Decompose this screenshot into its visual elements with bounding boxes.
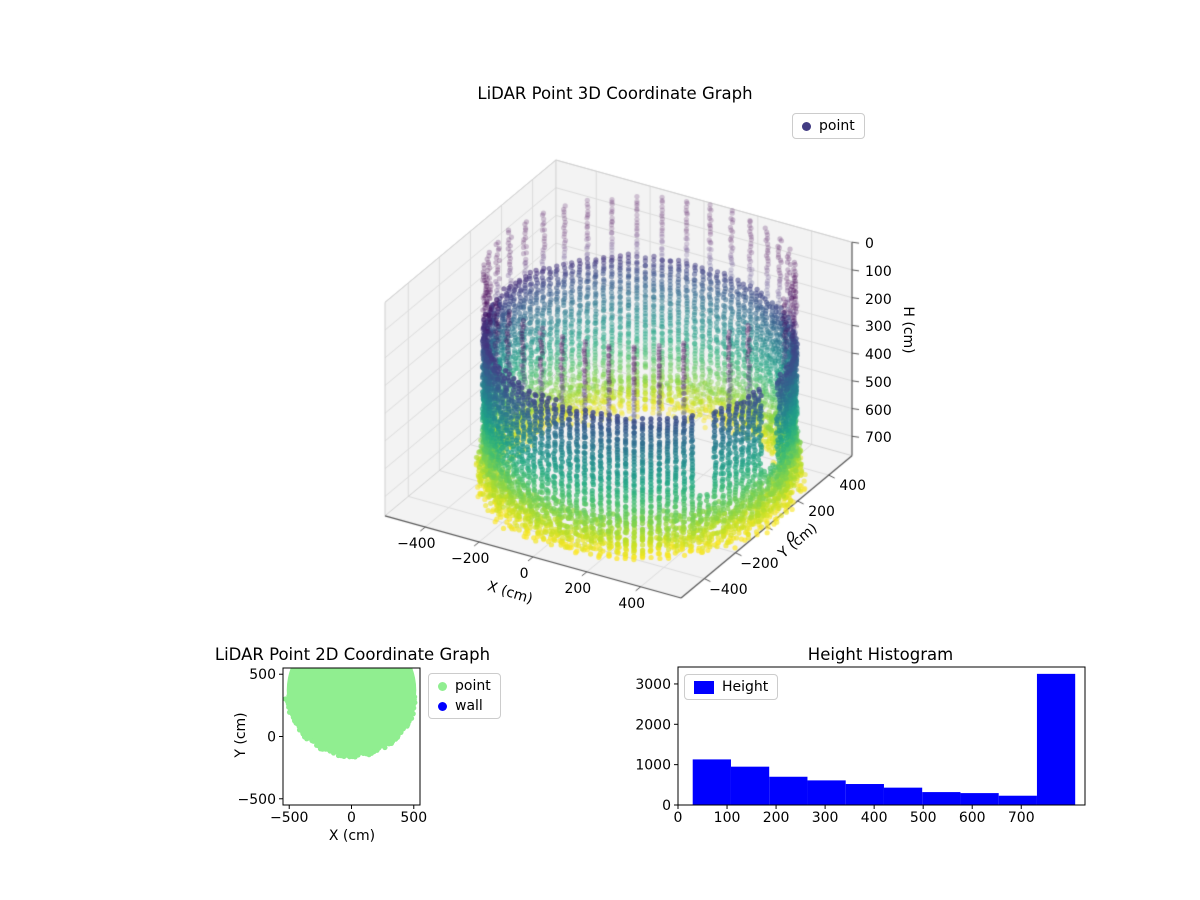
plot3d-title: LiDAR Point 3D Coordinate Graph bbox=[477, 84, 753, 103]
edge-point bbox=[382, 744, 388, 751]
hist-bar bbox=[692, 759, 731, 805]
hist-y-tick-label: 0 bbox=[662, 798, 671, 814]
plot3d-z-tick-label: 600 bbox=[865, 402, 892, 419]
hist-bars bbox=[692, 673, 1076, 805]
plot3d-y-tick-label: 0 bbox=[786, 529, 795, 546]
hist-spine bbox=[677, 666, 1086, 806]
hist-x-tick-label: 500 bbox=[910, 810, 937, 826]
plot3d-z-tick-label: 500 bbox=[865, 374, 892, 391]
plot2d-x-tick-label: 500 bbox=[400, 810, 427, 826]
plot3d-legend: point bbox=[792, 113, 865, 139]
legend-label: point bbox=[819, 118, 855, 134]
plot3d-zlabel: H (cm) bbox=[900, 306, 916, 354]
point-cloud-disk bbox=[286, 668, 417, 756]
hist-x-tick-label: 700 bbox=[1008, 810, 1035, 826]
edge-point bbox=[412, 694, 418, 700]
hist-bar bbox=[998, 795, 1037, 805]
plot2d-x-tick-label: −500 bbox=[270, 810, 308, 826]
plot2d-ylabel: Y (cm) bbox=[233, 712, 249, 758]
plot3d-x-tick-label: 200 bbox=[564, 580, 592, 597]
plot3d-y-tick-label: −400 bbox=[709, 581, 748, 598]
plot2d-point-region bbox=[283, 668, 418, 760]
plot2d-legend: point wall bbox=[428, 673, 501, 719]
point-marker-icon bbox=[438, 681, 447, 691]
plot3d-y-tick-label: 400 bbox=[839, 478, 867, 495]
plot3d-x-tick-label: 400 bbox=[618, 595, 646, 612]
plot2d-y-tick-label: −500 bbox=[238, 792, 276, 808]
plot3d-z-tick-label: 200 bbox=[865, 291, 892, 308]
legend-entry-point: point bbox=[802, 118, 855, 134]
hist-y-tick-label: 1000 bbox=[635, 758, 671, 774]
plot2d-y-tick-label: 500 bbox=[249, 667, 276, 683]
point-marker-icon bbox=[802, 121, 811, 131]
edge-point bbox=[311, 738, 317, 744]
plot3d-z-tick-label: 400 bbox=[865, 347, 892, 364]
hist-x-tick-label: 200 bbox=[763, 810, 790, 826]
plot3d-z-tick-label: 700 bbox=[865, 430, 892, 447]
hist-x-tick-label: 0 bbox=[674, 810, 683, 826]
plot2d-xlabel: X (cm) bbox=[328, 828, 376, 844]
hist-legend: Height bbox=[684, 674, 779, 700]
legend-entry-height: Height bbox=[694, 679, 768, 695]
hist-bar bbox=[922, 792, 961, 805]
hist-y-tick-label: 3000 bbox=[635, 677, 671, 693]
hist-title: Height Histogram bbox=[807, 645, 954, 664]
hist-bar bbox=[845, 784, 884, 805]
plot3d-z-tick-label: 0 bbox=[865, 236, 874, 253]
plot3d-y-tick-label: 200 bbox=[808, 503, 835, 520]
hist-x-tick-label: 100 bbox=[714, 810, 741, 826]
hist-bar bbox=[807, 780, 846, 805]
legend-label: wall bbox=[455, 698, 483, 714]
plot3d-x-tick-label: 0 bbox=[519, 565, 529, 582]
legend-label: point bbox=[455, 678, 491, 694]
wall-marker-icon bbox=[438, 701, 447, 711]
plot3d-y-tick-label: −200 bbox=[740, 555, 779, 572]
hist-y-tick-label: 2000 bbox=[635, 717, 671, 733]
hist-bar bbox=[1036, 673, 1076, 805]
plot2d-y-tick-label: 0 bbox=[267, 730, 276, 746]
legend-entry-point: point bbox=[438, 678, 491, 694]
hist-x-tick-label: 400 bbox=[861, 810, 888, 826]
edge-point bbox=[305, 735, 311, 741]
plot3d-x-tick-label: −200 bbox=[450, 550, 490, 567]
legend-entry-wall: wall bbox=[438, 698, 491, 714]
hist-bar bbox=[730, 766, 770, 805]
height-patch-icon bbox=[694, 680, 714, 694]
plot2d-x-tick-label: 0 bbox=[347, 810, 356, 826]
plot3d-z-tick-label: 300 bbox=[865, 319, 892, 336]
plot3d-x-tick-label: −400 bbox=[397, 536, 436, 553]
plot2d-title: LiDAR Point 2D Coordinate Graph bbox=[214, 645, 491, 664]
hist-x-tick-label: 600 bbox=[959, 810, 986, 826]
edge-point bbox=[400, 726, 406, 732]
edge-point bbox=[286, 693, 292, 699]
plot3d-z-tick-label: 100 bbox=[865, 263, 892, 280]
edge-point bbox=[333, 748, 339, 755]
edge-point bbox=[378, 743, 384, 749]
hist-bar bbox=[769, 776, 808, 805]
hist-x-tick-label: 300 bbox=[812, 810, 839, 826]
hist-bar bbox=[960, 793, 999, 805]
hist-bar bbox=[883, 787, 923, 805]
legend-label: Height bbox=[722, 679, 769, 695]
